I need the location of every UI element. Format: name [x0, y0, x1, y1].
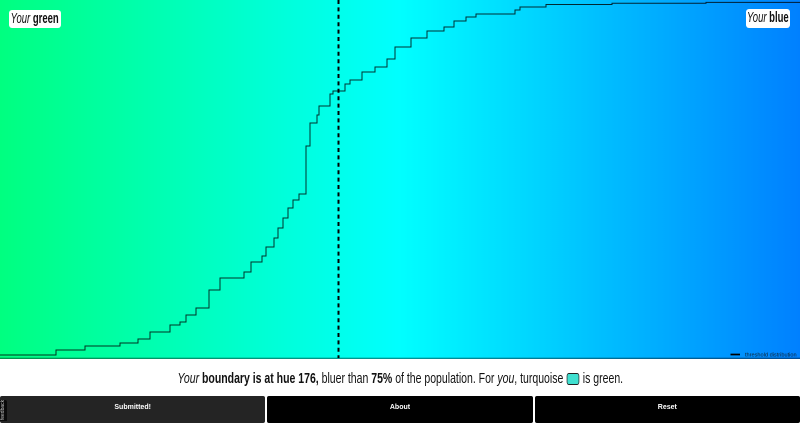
svg-text:threshold distribution: threshold distribution: [745, 353, 797, 359]
